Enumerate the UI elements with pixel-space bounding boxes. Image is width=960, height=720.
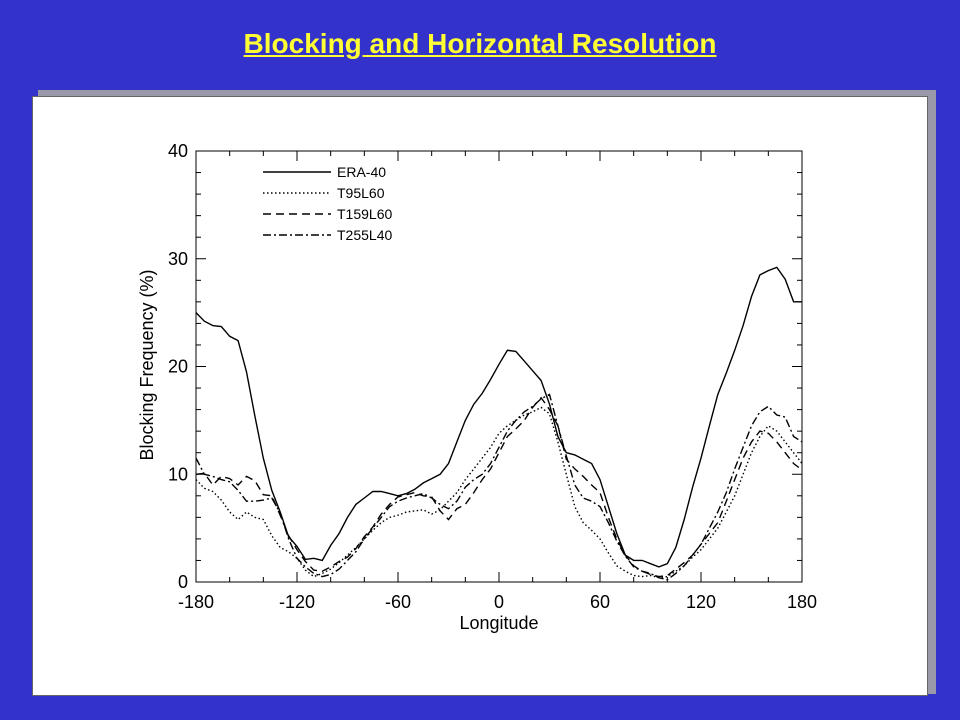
series-line-t95l60: [195, 406, 803, 579]
y-tick-label: 0: [178, 572, 188, 592]
x-tick-label: 180: [787, 592, 817, 612]
y-tick-label: 10: [168, 464, 188, 484]
y-tick-label: 20: [168, 357, 188, 377]
y-tick-label: 40: [168, 141, 188, 161]
x-axis-label: Longitude: [459, 613, 538, 633]
legend-label: T159L60: [337, 206, 392, 222]
series-lines: [195, 266, 803, 581]
series-line-era-40: [195, 266, 802, 568]
chart-legend: ERA-40 T95L60 T159L60 T255L40: [263, 164, 392, 243]
x-tick-label: 120: [686, 592, 716, 612]
legend-label: T95L60: [337, 185, 385, 201]
slide-title: Blocking and Horizontal Resolution: [243, 28, 717, 59]
x-tick-label: -60: [385, 592, 411, 612]
y-tick-label: 30: [168, 249, 188, 269]
x-tick-label: -120: [279, 592, 315, 612]
legend-label: T255L40: [337, 227, 392, 243]
x-tick-label: 60: [590, 592, 610, 612]
y-axis-label: Blocking Frequency (%): [137, 269, 157, 460]
series-line-t159l60: [195, 396, 803, 578]
series-line-t255l40: [195, 393, 803, 581]
axis-ticks: -180 -120 -60 0 60 120 180 0 10 20 30 40: [168, 141, 817, 612]
plot-area-frame: [195, 150, 803, 583]
chart-panel: -180 -120 -60 0 60 120 180 0 10 20 30 40 ERA-40 T95L…: [32, 96, 928, 696]
legend-label: ERA-40: [337, 164, 386, 180]
line-chart: -180 -120 -60 0 60 120 180 0 10 20 30 40 ERA-40 T95L…: [137, 141, 817, 633]
x-tick-label: -180: [178, 592, 214, 612]
x-tick-label: 0: [494, 592, 504, 612]
